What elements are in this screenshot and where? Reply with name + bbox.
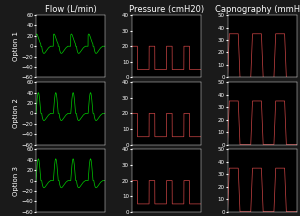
Title: Pressure (cmH20): Pressure (cmH20) bbox=[129, 5, 204, 14]
Y-axis label: Option 2: Option 2 bbox=[13, 98, 19, 128]
Y-axis label: Option 3: Option 3 bbox=[13, 166, 19, 195]
Y-axis label: Option 1: Option 1 bbox=[13, 31, 19, 61]
Title: Flow (L/min): Flow (L/min) bbox=[45, 5, 97, 14]
Title: Capnography (mmHg): Capnography (mmHg) bbox=[215, 5, 300, 14]
